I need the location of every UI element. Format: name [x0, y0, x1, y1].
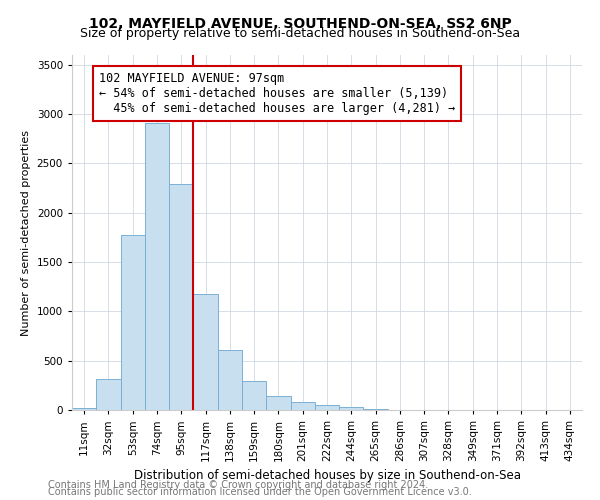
Bar [266, 396, 290, 410]
Bar [315, 404, 339, 410]
Bar [193, 294, 218, 410]
Bar [72, 408, 96, 410]
Bar [364, 408, 388, 410]
Bar [218, 350, 242, 410]
Bar [290, 402, 315, 410]
Text: Contains public sector information licensed under the Open Government Licence v3: Contains public sector information licen… [48, 487, 472, 497]
Bar [169, 184, 193, 410]
Bar [242, 381, 266, 410]
Bar [96, 380, 121, 410]
Y-axis label: Number of semi-detached properties: Number of semi-detached properties [21, 130, 31, 336]
X-axis label: Distribution of semi-detached houses by size in Southend-on-Sea: Distribution of semi-detached houses by … [133, 470, 521, 482]
Bar [339, 406, 364, 410]
Bar [145, 123, 169, 410]
Text: 102, MAYFIELD AVENUE, SOUTHEND-ON-SEA, SS2 6NP: 102, MAYFIELD AVENUE, SOUTHEND-ON-SEA, S… [89, 18, 511, 32]
Text: Contains HM Land Registry data © Crown copyright and database right 2024.: Contains HM Land Registry data © Crown c… [48, 480, 428, 490]
Text: 102 MAYFIELD AVENUE: 97sqm
← 54% of semi-detached houses are smaller (5,139)
  4: 102 MAYFIELD AVENUE: 97sqm ← 54% of semi… [99, 72, 455, 115]
Text: Size of property relative to semi-detached houses in Southend-on-Sea: Size of property relative to semi-detach… [80, 28, 520, 40]
Bar [121, 235, 145, 410]
